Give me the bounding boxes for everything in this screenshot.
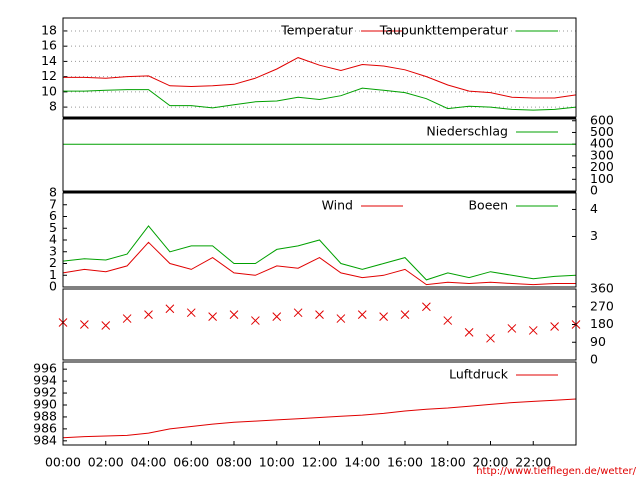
y-tick-label: 988 (33, 408, 57, 423)
wind-direction-point (272, 312, 282, 321)
x-tick-label: 18:00 (430, 455, 466, 470)
y-tick-label: 8 (49, 185, 57, 200)
wind-direction-point (293, 308, 303, 318)
y-tick-label: 994 (33, 373, 57, 388)
x-tick-label: 08:00 (216, 455, 252, 470)
y-tick-label: 996 (33, 361, 57, 376)
wind-direction-point (208, 312, 217, 321)
x-tick-label: 10:00 (259, 455, 295, 470)
y-tick-label: 300 (590, 147, 614, 162)
x-tick-label: 14:00 (344, 455, 380, 470)
wind-direction-point (101, 321, 111, 330)
x-tick-label: 20:00 (472, 455, 508, 470)
wind-direction-point (251, 316, 260, 325)
wind-direction-point (379, 312, 388, 321)
x-tick-label: 04:00 (130, 455, 166, 470)
y-tick-label: 14 (41, 53, 57, 68)
series-line (63, 87, 577, 111)
y-tick-label: 2 (49, 255, 57, 270)
wind-direction-point (315, 310, 324, 319)
wind-direction-point (486, 333, 495, 343)
y-tick-label: 600 (590, 112, 614, 127)
x-tick-label: 22:00 (515, 455, 551, 470)
y-tick-label: 3 (49, 243, 57, 258)
y-tick-label: 0 (590, 183, 598, 198)
wind-direction-point (507, 324, 517, 333)
credit: http://www.tiefflegen.de/wetter/ (476, 466, 636, 477)
y-tick-label: 992 (33, 385, 57, 400)
wind-direction-point (528, 326, 538, 335)
legend-label: Wind (322, 198, 353, 213)
x-tick-label: 12:00 (301, 455, 337, 470)
y-tick-label: 16 (41, 38, 57, 53)
series-line (62, 398, 577, 439)
wind-direction-point (229, 310, 239, 319)
y-tick-label: 986 (33, 420, 57, 435)
wind-direction-point (357, 310, 367, 319)
series-line (62, 241, 576, 286)
y-tick-label: 180 (590, 316, 614, 331)
wind-direction-point (550, 322, 559, 331)
wind-direction-point (165, 304, 175, 314)
wind-direction-point (422, 302, 431, 312)
y-tick-label: 7 (49, 196, 57, 211)
wind-direction-point (464, 328, 474, 337)
y-tick-label: 10 (41, 83, 57, 98)
y-tick-label: 0 (590, 352, 598, 367)
y-tick-label: 100 (590, 171, 614, 186)
y-tick-label: 4 (590, 201, 598, 216)
y-tick-label: 200 (590, 159, 614, 174)
wind-direction-point (122, 314, 132, 323)
y-tick-label: 4 (49, 232, 57, 247)
y-tick-label: 5 (49, 220, 57, 235)
legend-label: Niederschlag (426, 124, 508, 139)
x-tick-label: 00:00 (45, 455, 81, 470)
wind-direction-point (443, 316, 453, 325)
y-tick-label: 270 (590, 298, 614, 313)
panel-frame (62, 288, 577, 361)
y-tick-label: 18 (41, 22, 57, 37)
y-tick-label: 0 (49, 279, 57, 294)
wind-direction-point (144, 310, 153, 319)
x-tick-label: 16:00 (387, 455, 423, 470)
legend-label: Luftdruck (449, 367, 509, 382)
wind-direction-point (80, 320, 89, 329)
legend-label: Taupunkttemperatur (379, 23, 509, 38)
series-line (63, 57, 577, 99)
wind-direction-point (400, 310, 410, 319)
y-tick-label: 990 (33, 396, 57, 411)
x-tick-label: 06:00 (173, 455, 209, 470)
y-tick-label: 3 (590, 228, 598, 243)
y-tick-label: 8 (49, 99, 57, 114)
legend-label: Temperatur (280, 23, 354, 38)
wind-direction-point (336, 314, 346, 323)
y-tick-label: 360 (590, 281, 614, 296)
y-tick-label: 12 (41, 68, 57, 83)
x-tick-label: 02:00 (88, 455, 124, 470)
y-tick-label: 984 (33, 432, 57, 447)
y-tick-label: 500 (590, 124, 614, 139)
y-tick-label: 400 (590, 136, 614, 151)
series-line (62, 225, 577, 281)
panel-frame (62, 361, 577, 446)
y-tick-label: 90 (590, 334, 606, 349)
wind-direction-point (186, 308, 196, 318)
y-tick-label: 1 (49, 267, 57, 282)
y-tick-label: 6 (49, 208, 57, 223)
legend-label: Boeen (468, 198, 508, 213)
